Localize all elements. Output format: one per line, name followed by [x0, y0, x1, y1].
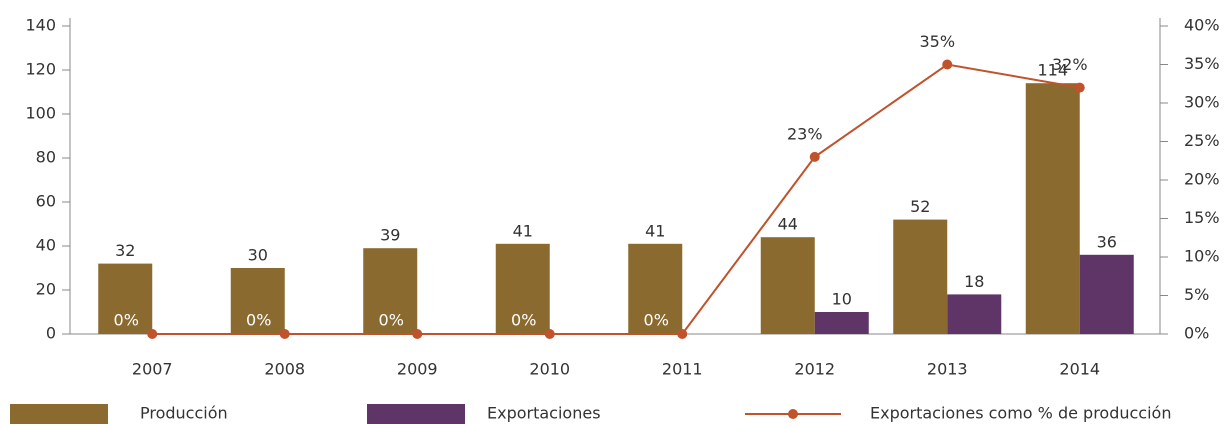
legend-dot: [788, 409, 798, 419]
bar: [1025, 83, 1080, 334]
bar-label: 52: [910, 197, 930, 216]
y-tick-label: 60: [36, 192, 56, 211]
bar-label: 44: [778, 215, 798, 234]
y-tick-label: 40: [36, 236, 56, 255]
x-tick-label: 2013: [927, 360, 968, 379]
legend-swatch: [10, 404, 108, 424]
bar: [495, 243, 550, 334]
y2-tick-label: 15%: [1184, 208, 1220, 227]
bar: [947, 294, 1002, 334]
y2-tick-label: 0%: [1184, 324, 1209, 343]
y-tick-label: 80: [36, 148, 56, 167]
line-point: [1074, 82, 1085, 93]
legend-label: Exportaciones como % de producción: [870, 404, 1171, 423]
legend-label: Producción: [140, 404, 228, 423]
bar-label: 30: [248, 246, 268, 265]
y2-tick-label: 10%: [1184, 247, 1220, 266]
bar-label: 41: [513, 221, 533, 240]
bar-label: 18: [964, 272, 984, 291]
bar: [230, 268, 285, 334]
bar-label: 39: [380, 226, 400, 245]
line-label: 0%: [644, 311, 669, 330]
line-label: 0%: [511, 311, 536, 330]
legend-label: Exportaciones: [487, 404, 601, 423]
line-point: [412, 329, 423, 339]
y2-tick-label: 30%: [1184, 93, 1220, 112]
bar: [814, 312, 869, 334]
y2-tick-label: 40%: [1184, 16, 1220, 35]
line-point: [809, 151, 820, 162]
legend-swatch: [367, 404, 465, 424]
line-point: [544, 329, 555, 339]
line: [152, 63, 1080, 335]
line-point: [942, 59, 953, 70]
line-label: 0%: [379, 311, 404, 330]
bar: [893, 219, 948, 334]
bar: [760, 237, 815, 334]
bar-label: 32: [115, 241, 135, 260]
line-point: [279, 329, 290, 339]
bar: [98, 263, 153, 334]
y-tick-label: 120: [25, 60, 56, 79]
y-tick-label: 140: [25, 16, 56, 35]
line-point: [677, 329, 688, 339]
line-label: 23%: [787, 124, 823, 143]
x-tick-label: 2009: [397, 360, 438, 379]
line-label: 32%: [1052, 55, 1088, 74]
y2-tick-label: 25%: [1184, 131, 1220, 150]
x-tick-label: 2011: [662, 360, 703, 379]
x-tick-label: 2010: [529, 360, 570, 379]
y2-tick-label: 20%: [1184, 170, 1220, 189]
y-tick-label: 0: [46, 324, 56, 343]
bar-label: 41: [645, 221, 665, 240]
y-tick-label: 20: [36, 280, 56, 299]
line-label: 0%: [114, 311, 139, 330]
bar-label: 114: [1037, 61, 1068, 80]
bar: [363, 248, 418, 334]
line-label: 0%: [246, 311, 271, 330]
bar: [628, 243, 683, 334]
y2-tick-label: 35%: [1184, 54, 1220, 73]
bar: [1079, 254, 1134, 334]
bar-label: 36: [1097, 232, 1117, 251]
bar-label: 10: [832, 290, 852, 309]
x-tick-label: 2012: [794, 360, 835, 379]
x-tick-label: 2007: [132, 360, 173, 379]
x-tick-label: 2008: [264, 360, 305, 379]
y2-tick-label: 5%: [1184, 285, 1209, 304]
x-tick-label: 2014: [1059, 360, 1100, 379]
y-tick-label: 100: [25, 104, 56, 123]
line-label: 35%: [919, 32, 955, 51]
line-point: [147, 329, 158, 339]
